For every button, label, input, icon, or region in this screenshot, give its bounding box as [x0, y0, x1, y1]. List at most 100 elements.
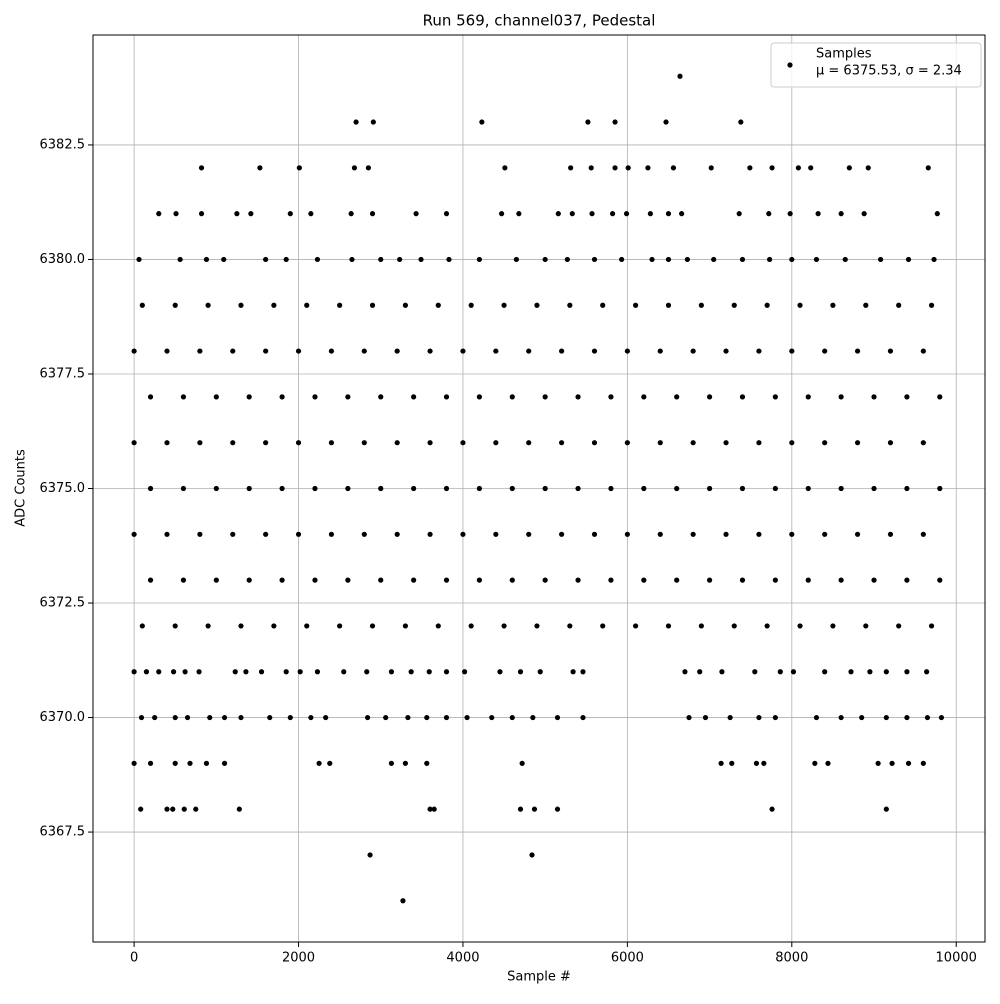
data-point — [928, 302, 935, 308]
data-point — [739, 256, 746, 263]
data-point — [542, 577, 548, 583]
data-point — [493, 440, 499, 446]
data-point — [647, 211, 653, 217]
data-point — [164, 531, 170, 537]
data-point — [756, 531, 762, 537]
data-point — [205, 623, 211, 629]
data-point — [600, 623, 606, 629]
data-point — [230, 531, 236, 537]
data-point — [243, 669, 249, 675]
data-point — [509, 714, 515, 721]
data-point — [698, 302, 704, 308]
data-point — [207, 714, 213, 721]
data-point — [246, 394, 252, 400]
data-point — [848, 669, 854, 675]
data-point — [861, 211, 867, 217]
data-point — [164, 348, 170, 354]
data-point — [328, 440, 335, 446]
data-point — [887, 531, 894, 537]
data-point — [267, 714, 273, 721]
data-point — [690, 440, 696, 446]
data-point — [427, 440, 433, 446]
data-point — [649, 256, 655, 263]
data-point — [348, 211, 354, 217]
data-point — [152, 714, 158, 721]
data-point — [738, 119, 744, 125]
data-point — [925, 165, 931, 171]
data-point — [747, 165, 753, 171]
data-point — [756, 440, 762, 446]
data-point — [753, 760, 760, 766]
data-point — [131, 760, 137, 766]
data-point — [789, 256, 795, 263]
data-point — [905, 256, 912, 263]
data-point — [156, 211, 162, 217]
data-point — [830, 302, 836, 308]
data-point — [238, 302, 244, 308]
data-point — [871, 577, 877, 583]
data-point — [304, 623, 310, 629]
data-point — [308, 714, 314, 721]
data-point — [383, 714, 389, 721]
data-point — [772, 714, 778, 721]
data-point — [513, 256, 519, 263]
data-point — [769, 806, 775, 812]
data-point — [489, 714, 495, 721]
data-point — [931, 256, 937, 263]
legend-annotation: μ = 6375.53, σ = 2.34 — [816, 64, 962, 79]
data-point — [542, 485, 548, 492]
data-point — [534, 302, 540, 308]
data-point — [131, 440, 137, 446]
data-point — [682, 669, 688, 675]
data-point — [197, 348, 203, 354]
data-point — [789, 348, 795, 354]
data-point — [468, 302, 474, 308]
data-point — [797, 623, 803, 629]
data-point — [808, 165, 814, 171]
data-point — [408, 669, 414, 675]
data-point — [427, 348, 433, 354]
data-point — [797, 302, 803, 308]
data-point — [575, 577, 581, 583]
data-point — [351, 165, 358, 171]
data-point — [394, 531, 400, 537]
data-point — [608, 394, 614, 400]
data-point — [424, 714, 430, 721]
data-point — [708, 165, 714, 171]
data-point — [131, 531, 137, 537]
data-point — [731, 623, 737, 629]
data-point — [641, 485, 647, 492]
data-point — [238, 623, 244, 629]
data-point — [378, 394, 384, 400]
y-tick-label: 6372.5 — [40, 596, 86, 611]
data-point — [446, 256, 452, 263]
data-point — [554, 714, 561, 721]
data-point — [887, 440, 894, 446]
data-point — [405, 714, 411, 721]
data-point — [719, 669, 725, 675]
data-point — [937, 577, 943, 583]
data-point — [589, 211, 595, 217]
data-point — [246, 577, 252, 583]
data-point — [367, 852, 373, 858]
data-point — [308, 211, 314, 217]
data-point — [361, 348, 367, 354]
data-point — [388, 760, 395, 766]
data-point — [431, 806, 437, 812]
data-point — [138, 714, 145, 721]
data-point — [312, 394, 318, 400]
data-point — [928, 623, 935, 629]
data-point — [361, 440, 367, 446]
data-point — [887, 348, 894, 354]
data-point — [170, 806, 176, 812]
data-point — [297, 669, 303, 675]
data-point — [232, 669, 238, 675]
legend-box — [770, 42, 982, 88]
data-point — [378, 485, 384, 492]
data-point — [789, 440, 795, 446]
data-point — [904, 714, 910, 721]
data-point — [838, 211, 844, 217]
data-point — [443, 714, 450, 721]
data-point — [846, 165, 852, 171]
data-point — [180, 394, 187, 400]
